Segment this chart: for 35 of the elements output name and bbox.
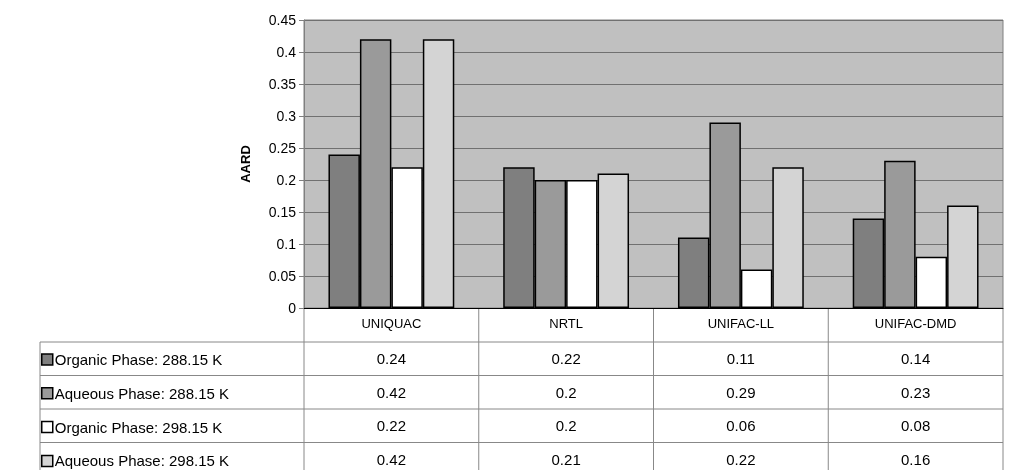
y-tick-label: 0 <box>288 300 297 316</box>
data-label: 0.14 <box>901 350 931 368</box>
legend-label: Organic Phase: 288.15 K <box>54 351 223 368</box>
x-tick-label: UNIFAC-DMD <box>874 316 957 331</box>
x-tick-label: UNIQUAC <box>361 316 422 331</box>
y-tick-label: 0.3 <box>276 108 297 124</box>
data-label: 0.29 <box>726 383 756 401</box>
legend-label: Organic Phase: 298.15 K <box>54 418 223 436</box>
x-tick-label: UNIFAC-LL <box>707 316 775 331</box>
data-label: 0.24 <box>376 350 406 368</box>
legend-label: Aqueous Phase: 288.15 K <box>54 384 230 402</box>
data-label: 0.08 <box>901 417 931 435</box>
y-tick-label: 0.2 <box>276 172 297 188</box>
y-tick-label: 0.35 <box>268 76 297 92</box>
y-tick-label: 0.15 <box>268 204 297 220</box>
y-tick-label: 0.05 <box>268 268 297 284</box>
data-label: 0.23 <box>901 383 931 401</box>
legend-label: Aqueous Phase: 298.15 K <box>54 452 230 470</box>
y-tick-label: 0.25 <box>268 140 297 156</box>
data-label: 0.21 <box>551 450 581 468</box>
data-label: 0.11 <box>726 350 755 368</box>
y-tick-label: 0.45 <box>268 12 297 28</box>
data-label: 0.22 <box>551 350 581 368</box>
y-tick-label: 0.1 <box>276 236 297 252</box>
data-label: 0.22 <box>726 450 756 468</box>
y-axis-title: AARD <box>238 145 253 183</box>
y-tick-label: 0.4 <box>276 44 297 60</box>
data-label: 0.42 <box>376 383 406 401</box>
data-label: 0.16 <box>901 450 931 468</box>
data-label: 0.22 <box>376 417 406 435</box>
data-label: 0.2 <box>555 417 577 435</box>
data-label: 0.42 <box>376 450 406 468</box>
data-label: 0.06 <box>726 417 756 435</box>
x-tick-label: NRTL <box>549 316 583 331</box>
data-label: 0.2 <box>555 383 577 401</box>
